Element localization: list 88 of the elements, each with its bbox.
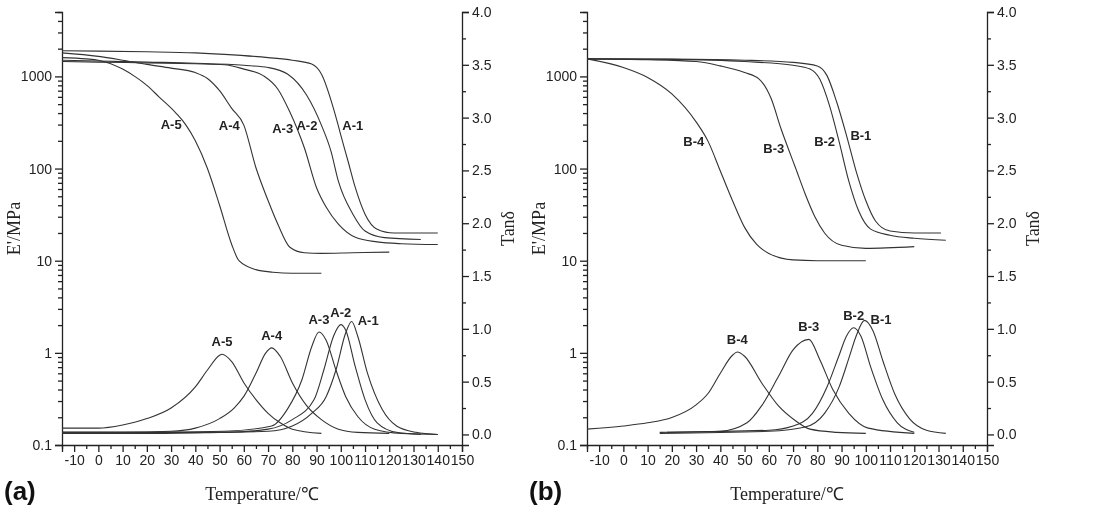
annotation: B-2 [814,134,836,150]
x-tick-label: 60 [761,451,778,468]
x-tick-label: -10 [589,451,610,468]
annotation: B-2 [843,307,865,323]
y2-tick-label: 1.5 [997,268,1017,284]
x-tick-label: -10 [64,451,85,468]
annotation: B-4 [726,332,749,348]
y2-tick-label: 2.5 [472,162,492,179]
y2-axis-title: Tanδ [498,210,518,247]
annotation: A-1 [357,313,379,329]
annotation: A-3 [308,312,330,328]
y2-tick-label: 2.0 [997,215,1017,232]
y-axis-title: E'/MPa [4,201,24,256]
y-tick-label: 100 [28,160,53,177]
x-tick-label: 110 [879,451,902,468]
y2-tick-label: 2.5 [997,162,1017,179]
x-tick-label: 80 [285,451,301,468]
y-tick-label: 0.1 [557,436,578,453]
y2-tick-label: 4.0 [472,3,492,20]
x-tick-label: 90 [834,451,851,468]
x-tick-label: 0 [94,451,103,468]
x-axis-title: Temperature/℃ [730,484,844,504]
y-tick-label: 1000 [545,68,578,85]
text: (b) [529,476,563,506]
y-tick-label: 10 [561,252,578,269]
annotation: B-1 [870,312,892,328]
annotation: A-5 [211,334,233,350]
annotation: A-1 [342,118,364,134]
text: (a) [4,476,36,506]
y-tick-label: 10 [36,252,53,269]
x-tick-label: 150 [450,451,475,468]
x-tick-label: 10 [640,451,657,468]
x-tick-label: 100 [329,451,354,468]
y2-tick-label: 0.0 [997,426,1017,443]
y2-tick-label: 3.5 [997,56,1017,73]
x-tick-label: 140 [951,451,976,468]
x-tick-label: 90 [309,451,326,468]
annotation: A-3 [272,121,294,137]
x-tick-label: 120 [903,451,927,468]
y2-tick-label: 3.0 [997,109,1017,126]
x-tick-label: 40 [188,451,204,468]
annotation: A-5 [160,117,182,133]
x-tick-label: 0 [619,451,628,468]
x-tick-label: 10 [115,451,132,468]
y-tick-label: 1000 [20,68,53,85]
y-tick-label: 1 [44,344,53,361]
annotation: B-1 [850,127,872,143]
y2-tick-label: 0.5 [472,373,492,390]
annotation: A-2 [296,117,318,133]
annotation: A-4 [261,327,283,343]
y2-tick-label: 0.5 [997,373,1017,390]
annotation: A-2 [330,304,352,320]
y2-tick-label: 3.5 [472,56,492,73]
x-tick-label: 40 [713,451,729,468]
x-tick-label: 30 [688,451,705,468]
annotation: A-4 [218,117,241,133]
x-tick-label: 20 [139,451,156,468]
x-tick-label: 150 [975,451,1000,468]
y-tick-label: 1 [569,344,578,361]
annotation: B-3 [763,141,785,157]
y2-tick-label: 1.0 [472,320,492,337]
x-tick-label: 130 [927,451,951,468]
x-axis-title: Temperature/℃ [205,484,319,504]
y2-axis-title: Tanδ [1023,210,1043,247]
x-tick-label: 70 [785,451,802,468]
y2-tick-label: 1.5 [472,268,492,284]
y-tick-label: 0.1 [32,436,53,453]
x-tick-label: 130 [402,451,426,468]
x-tick-label: 80 [810,451,826,468]
x-tick-label: 50 [212,451,229,468]
x-tick-label: 20 [664,451,681,468]
x-tick-label: 120 [378,451,402,468]
x-tick-label: 60 [236,451,253,468]
x-tick-label: 30 [163,451,180,468]
y2-tick-label: 1.0 [997,320,1017,337]
x-tick-label: 110 [354,451,377,468]
y-tick-label: 100 [553,160,578,177]
y-axis-title: E'/MPa [529,201,549,256]
y2-tick-label: 3.0 [472,109,492,126]
x-tick-label: 140 [426,451,451,468]
x-tick-label: 50 [737,451,754,468]
y2-tick-label: 0.0 [472,426,492,443]
x-tick-label: 70 [260,451,277,468]
annotation: B-3 [798,319,820,335]
x-tick-label: 100 [854,451,879,468]
y2-tick-label: 4.0 [997,3,1017,20]
y2-tick-label: 2.0 [472,215,492,232]
annotation: B-4 [683,134,705,150]
